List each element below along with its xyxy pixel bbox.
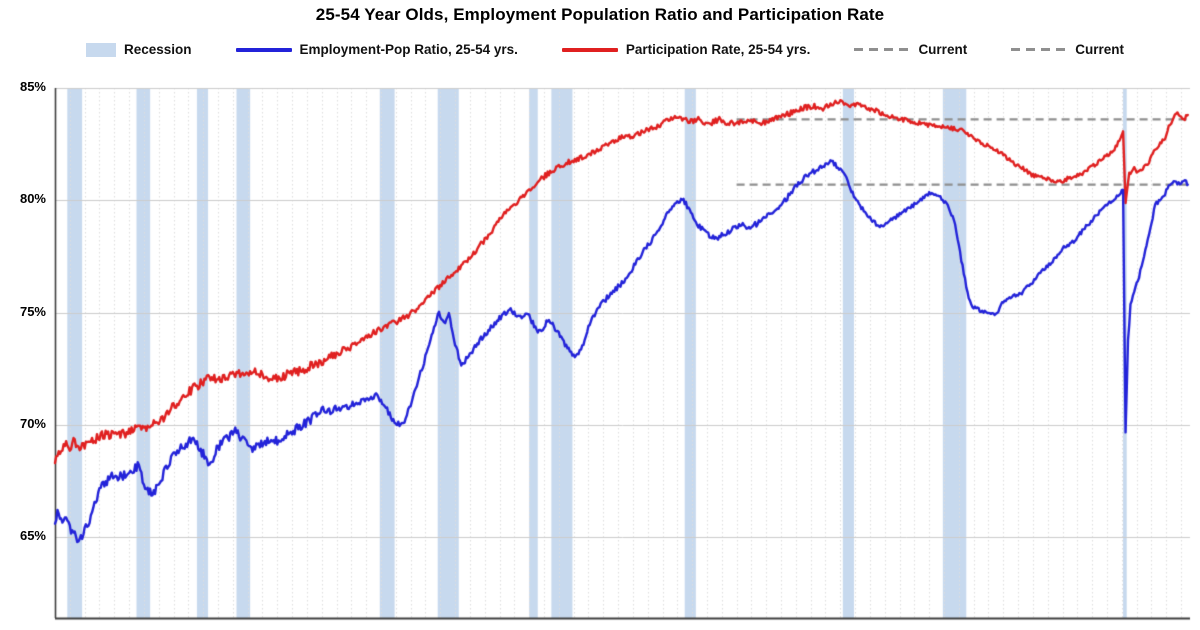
legend-label: Participation Rate, 25-54 yrs. xyxy=(625,42,811,57)
legend-label: Employment-Pop Ratio, 25-54 yrs. xyxy=(299,42,518,57)
legend-item-recession: Recession xyxy=(86,42,192,57)
legend-item-current-employment: Current xyxy=(1011,42,1124,57)
legend-label: Current xyxy=(1075,42,1124,57)
legend: Recession Employment-Pop Ratio, 25-54 yr… xyxy=(86,42,1124,57)
dashed-line-swatch xyxy=(1011,48,1068,51)
recession-band-swatch xyxy=(86,42,116,57)
blue-line-swatch xyxy=(235,47,292,52)
legend-item-employment-pop-ratio: Employment-Pop Ratio, 25-54 yrs. xyxy=(235,42,518,57)
dashed-line-swatch xyxy=(854,48,911,51)
red-line-swatch xyxy=(561,47,618,52)
legend-label: Current xyxy=(918,42,968,57)
legend-item-participation-rate: Participation Rate, 25-54 yrs. xyxy=(561,42,811,57)
legend-item-current-participation: Current xyxy=(854,42,967,57)
chart-title: 25-54 Year Olds, Employment Population R… xyxy=(315,5,885,24)
legend-label: Recession xyxy=(124,42,192,57)
